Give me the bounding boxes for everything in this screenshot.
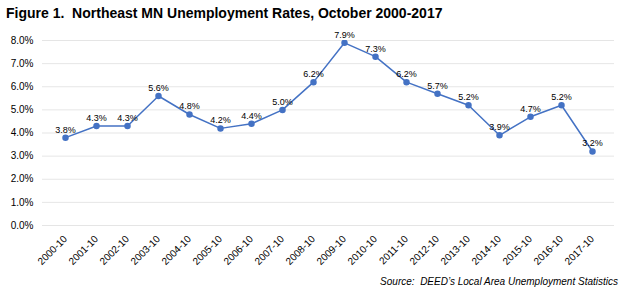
- svg-text:2010-10: 2010-10: [345, 233, 379, 267]
- svg-text:3.9%: 3.9%: [489, 122, 510, 132]
- svg-text:5.2%: 5.2%: [458, 92, 479, 102]
- svg-text:2000-10: 2000-10: [35, 233, 69, 267]
- html-text:Figure 1. Northeast MN Unemplo: Figure 1. Northeast MN Unemployment Rate…: [6, 5, 443, 21]
- svg-text:2.0%: 2.0%: [11, 173, 34, 184]
- svg-text:4.7%: 4.7%: [520, 104, 541, 114]
- svg-text:3.2%: 3.2%: [582, 138, 603, 148]
- svg-text:5.0%: 5.0%: [272, 97, 293, 107]
- svg-text:3.0%: 3.0%: [11, 150, 34, 161]
- svg-text:6.0%: 6.0%: [11, 81, 34, 92]
- svg-text:4.4%: 4.4%: [241, 111, 262, 121]
- svg-text:4.3%: 4.3%: [117, 113, 138, 123]
- svg-text:1.0%: 1.0%: [11, 197, 34, 208]
- svg-text:2007-10: 2007-10: [252, 233, 286, 267]
- svg-text:4.8%: 4.8%: [179, 101, 200, 111]
- svg-text:2002-10: 2002-10: [97, 233, 131, 267]
- svg-text:5.0%: 5.0%: [11, 104, 34, 115]
- svg-text:2006-10: 2006-10: [221, 233, 255, 267]
- svg-text:2009-10: 2009-10: [314, 233, 348, 267]
- svg-text:4.0%: 4.0%: [11, 127, 34, 138]
- svg-text:8.0%: 8.0%: [11, 35, 34, 46]
- svg-text:2003-10: 2003-10: [128, 233, 162, 267]
- svg-text:5.7%: 5.7%: [427, 81, 448, 91]
- svg-text:5.6%: 5.6%: [148, 83, 169, 93]
- svg-text:7.9%: 7.9%: [334, 30, 355, 40]
- svg-text:2013-10: 2013-10: [438, 233, 472, 267]
- svg-text:2016-10: 2016-10: [531, 233, 565, 267]
- svg-text:2011-10: 2011-10: [377, 233, 411, 267]
- svg-text:5.2%: 5.2%: [551, 92, 572, 102]
- svg-text:6.2%: 6.2%: [396, 69, 417, 79]
- svg-text:4.3%: 4.3%: [86, 113, 107, 123]
- svg-text:7.3%: 7.3%: [365, 44, 386, 54]
- svg-text:2012-10: 2012-10: [407, 233, 441, 267]
- svg-text:2005-10: 2005-10: [190, 233, 224, 267]
- svg-text:6.2%: 6.2%: [303, 69, 324, 79]
- svg-text:3.8%: 3.8%: [55, 125, 76, 135]
- svg-text:2008-10: 2008-10: [283, 233, 317, 267]
- svg-text:2015-10: 2015-10: [500, 233, 534, 267]
- html-text:Source: DEED’s Local Area Unem: Source: DEED’s Local Area Unemployment S…: [380, 276, 618, 287]
- svg-text:2001-10: 2001-10: [66, 233, 100, 267]
- svg-text:7.0%: 7.0%: [11, 58, 34, 69]
- svg-text:2014-10: 2014-10: [469, 233, 503, 267]
- svg-text:0.0%: 0.0%: [11, 220, 34, 231]
- svg-text:2004-10: 2004-10: [159, 233, 193, 267]
- svg-text:2017-10: 2017-10: [562, 233, 596, 267]
- svg-text:4.2%: 4.2%: [210, 115, 231, 125]
